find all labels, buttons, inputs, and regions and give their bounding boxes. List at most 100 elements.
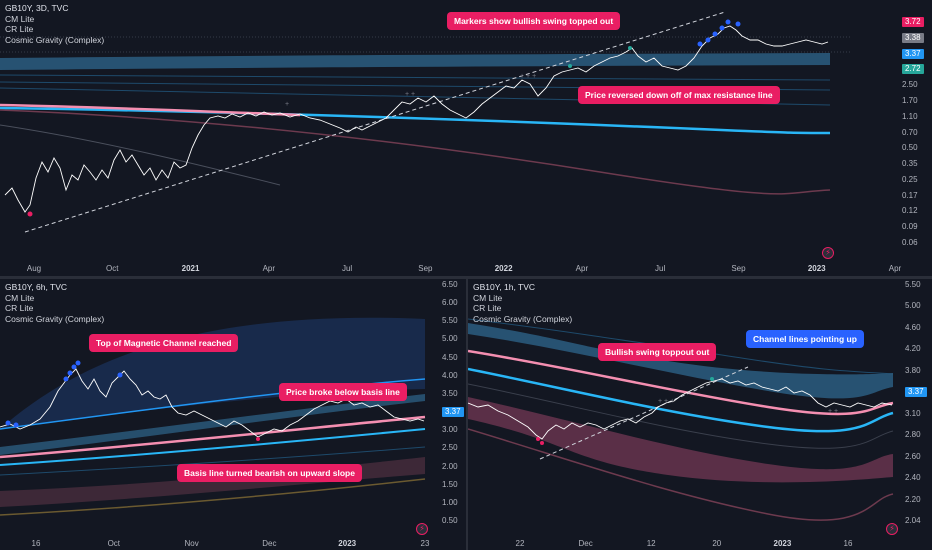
y-tick-label: 3.80 [905, 365, 921, 375]
top-callout-2: Price reversed down off of max resistanc… [578, 86, 780, 104]
br-callout-2: Channel lines pointing up [746, 330, 864, 348]
bl-legend: GB10Y, 6h, TVC CM Lite CR Lite Cosmic Gr… [5, 282, 104, 324]
y-tick-label: 1.00 [442, 497, 458, 507]
bl-callout-1: Top of Magnetic Channel reached [89, 334, 239, 352]
x-tick-label: Oct [107, 539, 121, 548]
br-lower-band [468, 397, 893, 483]
y-tick-label: 3.10 [905, 408, 921, 418]
y-tick-label: 2.00 [442, 461, 458, 471]
br-channel-band [468, 323, 893, 399]
bl-swing-markers [5, 360, 260, 441]
br-legend-ind2[interactable]: CR Lite [473, 303, 502, 313]
x-tick-label: 23 [420, 539, 430, 548]
x-tick-label: Jul [341, 264, 353, 273]
tradingview-icon[interactable]: ⚡ [416, 523, 428, 535]
y-tick-label: 4.00 [442, 370, 458, 380]
x-tick-label: Apr [575, 264, 589, 273]
y-tick-label: 5.50 [905, 280, 921, 289]
top-trendline [24, 11, 726, 233]
br-lower-curve [468, 428, 894, 521]
br-legend-ind1[interactable]: CM Lite [473, 292, 503, 303]
top-legend-ind3[interactable]: Cosmic Gravity (Complex) [5, 34, 105, 45]
top-legend: GB10Y, 3D, TVC CM Lite CR Lite Cosmic Gr… [5, 3, 104, 45]
y-tick-label: 5.00 [905, 301, 921, 311]
y-tick-label: 2.72 [902, 64, 924, 75]
br-legend-symbol[interactable]: GB10Y, 1h, TVC [473, 282, 536, 292]
svg-text:+ + +: + + + [520, 73, 536, 80]
y-tick-label: 4.60 [905, 322, 921, 332]
svg-text:+ +: + + [828, 408, 838, 415]
svg-text:+ +: + + [405, 91, 415, 98]
br-channel-line-top [468, 318, 894, 375]
br-legend-ind3[interactable]: Cosmic Gravity (Complex) [473, 313, 573, 324]
bl-basis-line [0, 415, 426, 459]
x-tick-label: Apr [262, 264, 276, 273]
top-legend-ind1[interactable]: CM Lite [5, 13, 35, 24]
y-tick-label: 0.70 [902, 127, 918, 137]
x-tick-label: 2023 [338, 539, 357, 548]
tradingview-icon[interactable]: ⚡ [886, 523, 898, 535]
bl-gold-line [0, 478, 426, 516]
x-tick-label: 22 [515, 539, 525, 548]
top-legend-ind2[interactable]: CR Lite [5, 24, 34, 34]
x-tick-label: Jul [655, 264, 666, 273]
svg-text:+ + +: + + + [658, 398, 674, 405]
bl-callout-3: Basis line turned bearish on upward slop… [177, 464, 362, 482]
pane-separator-vertical[interactable] [465, 279, 468, 550]
br-channel-line-2 [468, 383, 894, 449]
y-tick-label: 5.50 [442, 316, 458, 326]
x-tick-label: 16 [843, 539, 853, 548]
y-tick-label: 4.50 [442, 352, 458, 362]
br-channel-lower-line [468, 367, 894, 433]
bottom-left-chart-pane[interactable]: GB10Y, 6h, TVC CM Lite CR Lite Cosmic Gr… [0, 279, 466, 550]
x-tick-label: 2021 [181, 264, 200, 273]
bl-legend-ind1[interactable]: CM Lite [5, 292, 35, 303]
y-tick-label: 1.10 [902, 111, 918, 121]
y-tick-label: 6.00 [442, 298, 458, 308]
x-tick-label: Oct [106, 264, 119, 273]
x-tick-label: 16 [31, 539, 41, 548]
x-tick-label: Dec [578, 539, 593, 548]
top-chart-canvas[interactable]: + + + + + + [0, 0, 932, 276]
y-tick-label: 2.60 [905, 451, 921, 461]
y-tick-label: 1.50 [442, 479, 458, 489]
y-tick-label: 2.04 [905, 516, 921, 525]
svg-text:+: + [285, 101, 289, 108]
x-tick-label: 20 [712, 539, 722, 548]
bottom-right-chart-pane[interactable]: + + + + + GB10Y, 1h, TVC CM Lite CR Lite… [468, 279, 932, 550]
br-swing-markers: + + + + + [536, 377, 838, 445]
y-tick-label: 1.70 [902, 95, 918, 105]
bl-legend-ind2[interactable]: CR Lite [5, 303, 34, 313]
x-tick-label: Apr [888, 264, 902, 273]
y-tick-label: 2.40 [905, 473, 921, 483]
y-tick-label: 2.50 [902, 80, 918, 90]
x-tick-label: Aug [26, 264, 42, 273]
br-trendline [539, 366, 749, 460]
y-tick-label: 2.20 [905, 494, 921, 504]
tradingview-icon[interactable]: ⚡ [822, 247, 834, 259]
y-tick-label: 0.06 [902, 238, 918, 247]
y-tick-label: 6.50 [442, 280, 458, 289]
bl-channel-mid-band [0, 394, 425, 455]
pane-separator-horizontal[interactable] [0, 276, 932, 279]
br-legend: GB10Y, 1h, TVC CM Lite CR Lite Cosmic Gr… [473, 282, 572, 324]
top-legend-symbol[interactable]: GB10Y, 3D, TVC [5, 3, 69, 13]
x-tick-label: Sep [731, 264, 746, 273]
x-tick-label: 2022 [494, 264, 513, 273]
top-grey-line [0, 124, 281, 186]
bl-legend-ind3[interactable]: Cosmic Gravity (Complex) [5, 313, 105, 324]
br-basis-line [468, 349, 894, 416]
x-tick-label: Sep [418, 264, 433, 273]
y-tick-label: 3.37 [902, 48, 924, 59]
x-tick-label: Nov [184, 539, 199, 548]
bl-channel-lower-line [0, 428, 426, 466]
y-tick-label: 3.50 [442, 388, 458, 398]
top-basis-line [0, 103, 301, 117]
y-tick-label: 3.38 [902, 32, 924, 43]
top-chart-pane[interactable]: + + + + + + GB10Y, 3D, TVC CM Lite CR Li… [0, 0, 932, 276]
bl-callout-2: Price broke below basis line [279, 383, 407, 401]
y-tick-label: 0.50 [902, 143, 918, 153]
x-tick-label: Dec [262, 539, 277, 548]
bottom-right-chart-canvas[interactable]: + + + + + [468, 279, 932, 550]
bl-legend-symbol[interactable]: GB10Y, 6h, TVC [5, 282, 68, 292]
